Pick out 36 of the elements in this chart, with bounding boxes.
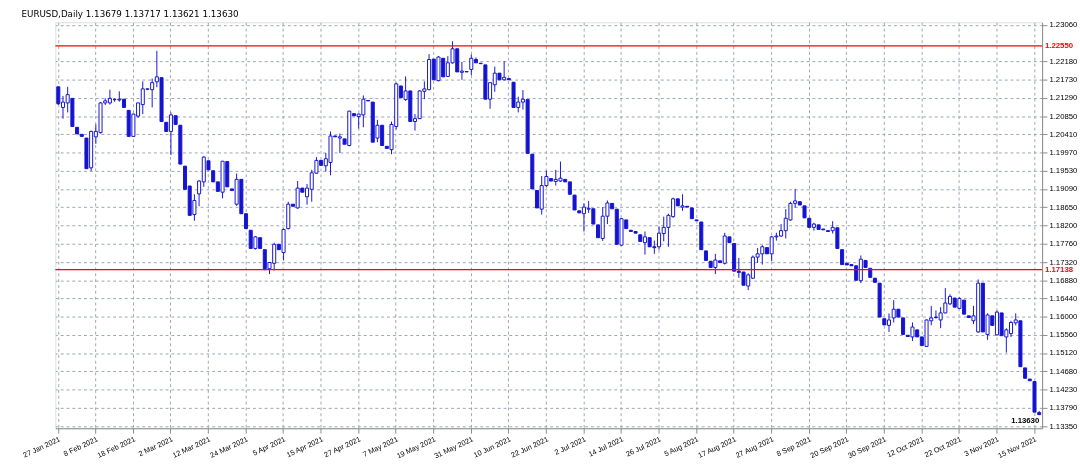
y-tick-label: 1.19970 (1049, 147, 1078, 157)
annotation: 1.13630 (1011, 416, 1040, 426)
y-tick-label: 1.23060 (1049, 20, 1078, 30)
ref-line-label: 1.17138 (1045, 264, 1074, 274)
candlestick (558, 161, 563, 183)
y-tick-label: 1.15560 (1049, 330, 1078, 340)
y-tick-label: 1.20410 (1049, 129, 1078, 139)
y-tick-label: 1.14680 (1049, 366, 1078, 376)
candlestick (107, 89, 112, 106)
candlestick (835, 227, 840, 249)
candlestick (436, 55, 441, 82)
y-tick-label: 1.17760 (1049, 239, 1078, 249)
y-tick-label: 1.20850 (1049, 111, 1078, 121)
y-tick-label: 1.16880 (1049, 275, 1078, 285)
y-tick-label: 1.21290 (1049, 93, 1078, 103)
ref-line-label: 1.22550 (1045, 40, 1074, 50)
y-tick-label: 1.16000 (1049, 312, 1078, 322)
chart-title: EURUSD,Daily 1.13679 1.13717 1.13621 1.13630 (21, 9, 239, 20)
candlestick (281, 228, 286, 261)
y-tick-label: 1.19090 (1049, 184, 1078, 194)
y-tick-label: 1.16440 (1049, 293, 1078, 303)
candlestick (886, 312, 892, 333)
y-tick-label: 1.14230 (1049, 385, 1078, 395)
candlestick (56, 86, 61, 106)
y-tick-label: 1.21730 (1049, 75, 1078, 85)
y-tick-label: 1.15120 (1049, 348, 1078, 358)
y-tick-label: 1.18650 (1049, 202, 1078, 212)
y-tick-label: 1.19530 (1049, 166, 1078, 176)
y-tick-label: 1.18200 (1049, 221, 1078, 231)
y-tick-label: 1.22180 (1049, 56, 1078, 66)
y-tick-label: 1.13350 (1049, 421, 1078, 431)
y-tick-label: 1.13790 (1049, 403, 1078, 413)
y-tick-label: 1.17320 (1049, 257, 1078, 267)
candlestick (910, 321, 915, 342)
candlestick (469, 54, 474, 76)
candlestick (938, 306, 943, 329)
